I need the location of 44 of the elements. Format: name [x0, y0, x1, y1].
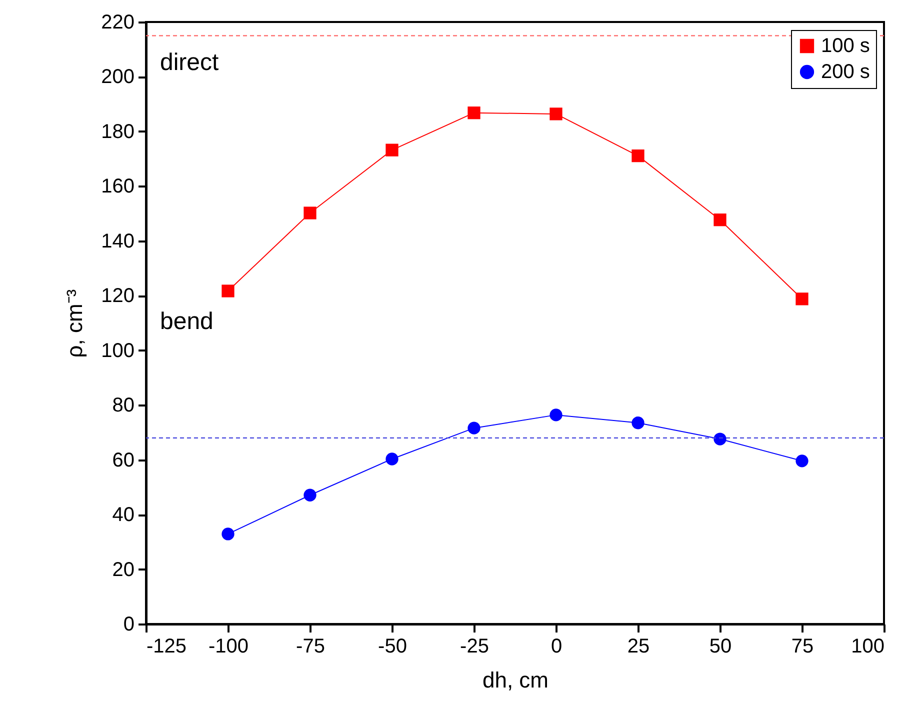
point	[468, 106, 480, 120]
point	[796, 292, 808, 306]
y-tick-label: 180	[101, 120, 134, 143]
x-tick-label: -50	[378, 636, 407, 658]
x-tick-label: -100	[208, 636, 249, 658]
y-tick-label: 0	[123, 614, 134, 636]
point	[386, 144, 398, 156]
x-tick-label: 25	[627, 636, 650, 658]
annotation: direct	[160, 49, 220, 76]
point	[796, 454, 808, 468]
x-tick-label: -125	[146, 636, 187, 658]
point	[304, 488, 316, 502]
x-tick-label: 0	[550, 636, 562, 658]
point	[468, 422, 480, 434]
point	[632, 149, 644, 162]
point	[632, 416, 644, 430]
point	[222, 528, 234, 540]
y-tick-label: 160	[101, 176, 134, 198]
x-tick-label: 75	[791, 636, 814, 658]
point	[714, 432, 726, 446]
x-axis-title: dh, cm	[482, 668, 549, 692]
y-tick-label: 140	[101, 230, 134, 252]
x-tick-label: 50	[709, 636, 732, 658]
point	[304, 206, 316, 220]
y-tick-label: 200	[101, 66, 134, 88]
y-tick-label: 20	[112, 558, 134, 581]
legend-label: 100 s	[821, 35, 870, 57]
point	[222, 284, 234, 298]
legend-label: 200 s	[821, 61, 870, 83]
point	[386, 452, 398, 466]
point	[714, 214, 726, 226]
y-tick-label: 220	[101, 12, 134, 34]
point	[550, 108, 562, 120]
point	[550, 408, 562, 422]
x-tick-label: -25	[460, 636, 489, 658]
y-tick-label: 120	[101, 285, 134, 308]
y-tick-label: 60	[112, 449, 134, 472]
y-tick-label: 40	[112, 504, 134, 526]
y-tick-label: 100	[101, 340, 134, 362]
y-axis-title: ρ, cm⁻³	[62, 289, 88, 358]
annotation: bend	[160, 308, 214, 335]
x-tick-label: -75	[296, 636, 325, 658]
x-tick-label: 100	[851, 636, 884, 658]
y-tick-label: 80	[112, 394, 134, 417]
